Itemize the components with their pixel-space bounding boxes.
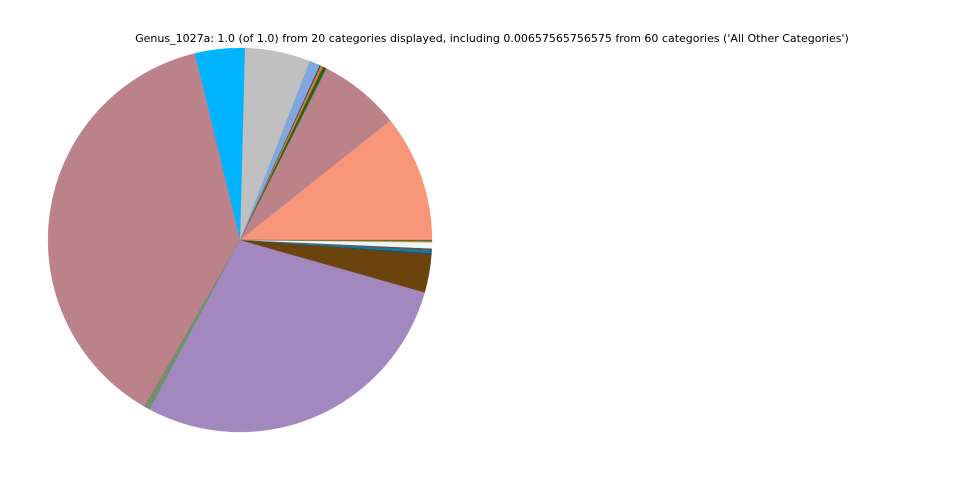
pie-slice — [47, 53, 241, 407]
pie-slice — [239, 239, 433, 242]
chart-title: Genus_1027a: 1.0 (of 1.0) from 20 catego… — [135, 32, 849, 45]
pie-slice — [239, 120, 433, 241]
pie-slice — [149, 239, 425, 433]
